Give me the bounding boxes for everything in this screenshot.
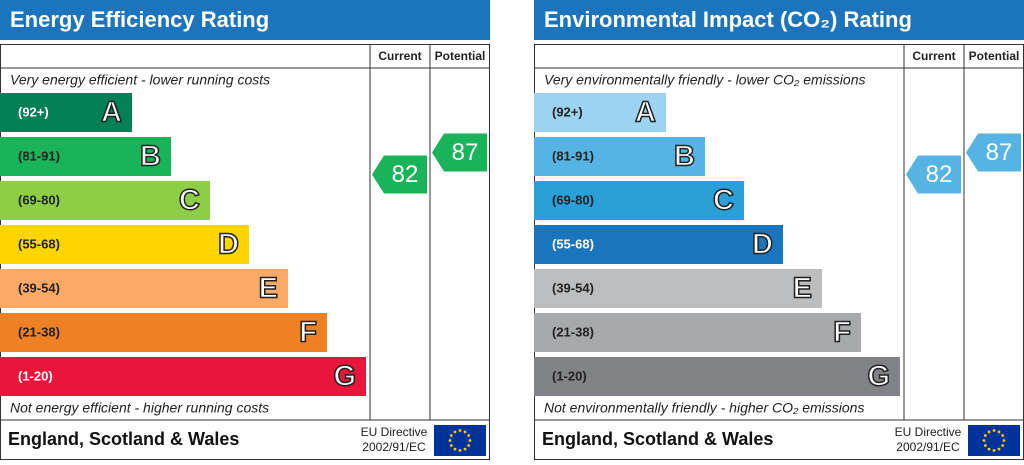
band-letter: D	[752, 229, 773, 261]
band-letter: C	[179, 185, 200, 217]
flag-star	[458, 429, 462, 432]
rating-panel: Energy Efficiency Rating Current Potential…	[0, 0, 490, 460]
flag-star	[1001, 434, 1005, 437]
directive-label: 2002/91/EC	[362, 440, 426, 454]
column-header: Potential	[969, 49, 1020, 63]
column-header: Current	[912, 49, 955, 63]
band-range: (55-68)	[552, 236, 594, 251]
band-bar	[0, 357, 366, 396]
panel-title: Environmental Impact (CO₂) Rating	[544, 7, 912, 32]
rating-value: 82	[392, 161, 419, 188]
top-note: Very energy efficient - lower running co…	[10, 72, 270, 88]
panel-title: Energy Efficiency Rating	[10, 7, 269, 32]
band-bar	[534, 269, 822, 308]
rating-arrow	[966, 133, 1021, 172]
band-bar	[0, 137, 171, 176]
band-letter: A	[635, 97, 656, 129]
top-note: Very environmentally friendly - lower CO…	[544, 72, 865, 88]
rating-arrow	[432, 133, 487, 172]
flag-star	[982, 439, 986, 442]
flag-star	[987, 430, 991, 434]
column-header: Current	[378, 49, 421, 63]
rating-value: 87	[452, 139, 479, 166]
band-letter: D	[218, 229, 239, 261]
band-letter: E	[259, 273, 278, 305]
band-range: (69-80)	[552, 192, 594, 207]
band-bar	[0, 225, 249, 264]
rating-value: 82	[926, 161, 953, 188]
flag-star	[987, 447, 991, 451]
band-bar	[534, 137, 705, 176]
band-letter: F	[833, 317, 851, 349]
band-bar	[534, 313, 861, 352]
flag-star	[992, 429, 996, 432]
directive-label: EU Directive	[895, 425, 962, 439]
band-range: (55-68)	[18, 236, 60, 251]
title-bar	[534, 0, 1024, 40]
band-letter: B	[674, 141, 695, 173]
rating-arrow	[906, 155, 961, 194]
band-bar	[0, 181, 210, 220]
flag-star	[449, 434, 453, 437]
column-header: Potential	[435, 49, 486, 63]
band-letter: A	[101, 97, 122, 129]
band-letter: F	[299, 317, 317, 349]
title-bar	[0, 0, 490, 40]
band-range: (39-54)	[18, 280, 60, 295]
band-range: (92+)	[552, 104, 583, 119]
band-range: (1-20)	[552, 368, 587, 383]
region-label: England, Scotland & Wales	[8, 429, 239, 449]
band-letter: E	[793, 273, 812, 305]
flag-star	[983, 434, 987, 437]
band-letter: C	[713, 185, 734, 217]
band-range: (92+)	[18, 104, 49, 119]
band-range: (81-91)	[552, 148, 594, 163]
band-letter: G	[333, 361, 356, 393]
flag-star	[448, 439, 452, 442]
band-letter: G	[867, 361, 890, 393]
band-range: (1-20)	[18, 368, 53, 383]
bottom-note: Not environmentally friendly - higher CO…	[544, 400, 864, 416]
band-bar	[534, 93, 666, 132]
directive-label: 2002/91/EC	[896, 440, 960, 454]
flag-star	[467, 434, 471, 437]
band-range: (81-91)	[18, 148, 60, 163]
flag-star	[997, 430, 1001, 434]
rating-value: 87	[986, 139, 1013, 166]
rating-panel: Environmental Impact (CO₂) Rating Current…	[534, 0, 1024, 460]
directive-label: EU Directive	[361, 425, 428, 439]
flag-star	[463, 430, 467, 434]
flag-star	[467, 444, 471, 447]
band-bar	[534, 181, 744, 220]
band-bar	[0, 313, 327, 352]
flag-star	[1002, 439, 1006, 442]
flag-star	[463, 447, 467, 451]
band-letter: B	[140, 141, 161, 173]
band-range: (39-54)	[552, 280, 594, 295]
flag-star	[453, 447, 457, 451]
flag-star	[997, 447, 1001, 451]
flag-star	[468, 439, 472, 442]
band-range: (69-80)	[18, 192, 60, 207]
rating-arrow	[372, 155, 427, 194]
band-range: (21-38)	[552, 324, 594, 339]
flag-star	[458, 449, 462, 452]
band-range: (21-38)	[18, 324, 60, 339]
flag-star	[449, 444, 453, 447]
flag-star	[453, 430, 457, 434]
flag-star	[1001, 444, 1005, 447]
band-bar	[534, 357, 900, 396]
region-label: England, Scotland & Wales	[542, 429, 773, 449]
flag-star	[983, 444, 987, 447]
band-bar	[0, 269, 288, 308]
band-bar	[0, 93, 132, 132]
bottom-note: Not energy efficient - higher running co…	[10, 400, 269, 416]
band-bar	[534, 225, 783, 264]
flag-star	[992, 449, 996, 452]
